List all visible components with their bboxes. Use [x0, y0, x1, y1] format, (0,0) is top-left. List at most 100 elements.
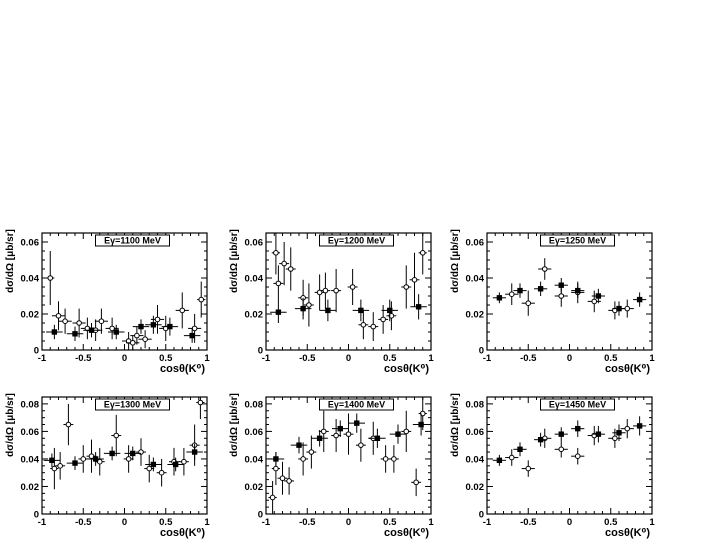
- x-axis-label: cosθ(K⁰): [384, 527, 429, 539]
- data-point-filled: [616, 430, 622, 436]
- data-point-filled: [595, 293, 602, 299]
- data-point-open: [391, 456, 397, 462]
- data-point-open: [411, 277, 418, 283]
- series-open: [268, 397, 427, 514]
- data-point-open: [47, 275, 54, 281]
- data-point-open: [158, 469, 165, 476]
- data-point-open: [525, 300, 532, 307]
- data-point-open: [333, 432, 339, 439]
- data-point-filled: [354, 420, 360, 426]
- data-point-open: [146, 465, 153, 472]
- y-tick-label: 0.04: [21, 454, 40, 465]
- data-point-open: [558, 293, 565, 299]
- series-open: [46, 251, 206, 350]
- data-point-open: [591, 298, 598, 305]
- data-point-open: [273, 465, 279, 472]
- panel-title-box: [540, 398, 615, 411]
- y-tick-label: 0.02: [466, 310, 485, 321]
- data-point-open: [345, 431, 352, 437]
- data-point-open: [413, 479, 419, 486]
- y-tick-label: 0.02: [466, 482, 485, 493]
- series-open: [50, 397, 205, 490]
- data-point-open: [129, 340, 136, 346]
- data-point-filled: [558, 431, 564, 437]
- data-point-open: [57, 463, 63, 469]
- x-axis-label: cosθ(K⁰): [605, 363, 650, 375]
- panel-title: Eγ=1400 MeV: [328, 400, 385, 410]
- data-point-filled: [517, 446, 523, 453]
- data-point-open: [269, 494, 276, 501]
- x-tick-label: -1: [262, 517, 271, 528]
- data-point-open: [380, 316, 386, 323]
- y-tick-label: 0.04: [245, 274, 264, 285]
- x-tick-label: 0.5: [159, 353, 173, 364]
- x-tick-label: 0: [122, 353, 127, 364]
- x-tick-label: 0: [346, 353, 351, 364]
- data-point-open: [198, 296, 205, 303]
- panel-title-box: [319, 398, 394, 411]
- data-point-filled: [537, 436, 544, 443]
- x-tick-label: 0: [122, 517, 127, 528]
- y-axis-label: dσ/dΩ [μb/sr]: [5, 393, 16, 457]
- data-point-open: [306, 302, 312, 308]
- x-tick-label: 1: [649, 517, 655, 528]
- y-tick-label: 0.02: [21, 482, 40, 493]
- data-point-open: [333, 287, 339, 294]
- data-point-filled: [337, 425, 343, 432]
- data-point-filled: [387, 307, 393, 314]
- x-tick-label: -0.5: [75, 353, 92, 364]
- data-point-filled: [517, 287, 523, 294]
- data-point-open: [612, 435, 618, 442]
- panel-title: Eγ=1100 MeV: [104, 236, 161, 246]
- data-point-filled: [167, 323, 173, 330]
- data-point-filled: [636, 296, 643, 303]
- data-point-open: [382, 456, 389, 462]
- data-point-open: [525, 465, 532, 472]
- data-point-open: [55, 313, 62, 319]
- data-point-open: [360, 322, 367, 328]
- panel-title: Eγ=1300 MeV: [104, 400, 161, 410]
- data-point-open: [308, 449, 315, 455]
- data-point-filled: [616, 305, 622, 312]
- x-tick-label: -1: [483, 353, 492, 364]
- data-point-filled: [496, 295, 503, 301]
- x-axis-label: cosθ(K⁰): [160, 527, 205, 539]
- data-point-filled: [49, 457, 55, 464]
- panel-title: Eγ=1200 MeV: [328, 236, 385, 246]
- y-tick-label: 0: [258, 346, 263, 357]
- x-tick-label: -0.5: [299, 353, 316, 364]
- data-point-filled: [374, 435, 381, 441]
- data-point-open: [370, 323, 377, 330]
- data-point-filled: [191, 449, 198, 455]
- data-point-open: [287, 266, 294, 272]
- x-tick-label: 1: [204, 517, 210, 528]
- y-tick-label: 0.04: [466, 454, 485, 465]
- data-point-open: [154, 316, 161, 323]
- data-point-filled: [316, 435, 323, 441]
- x-tick-label: 0: [346, 517, 351, 528]
- data-point-filled: [575, 425, 581, 432]
- series-filled: [492, 278, 647, 316]
- chart-panel-3: -1 -0.5 0 0.5 1 0 0.02 0.04 0.06 Eγ=1250 MeV cosθ(…: [450, 229, 655, 375]
- data-point-open: [320, 428, 327, 435]
- panel-title-box: [319, 234, 394, 247]
- panel-title: Eγ=1250 MeV: [549, 236, 606, 246]
- data-point-open: [574, 453, 581, 459]
- x-tick-label: -1: [262, 353, 271, 364]
- data-point-filled: [496, 457, 503, 464]
- data-point-filled: [150, 322, 157, 328]
- data-point-filled: [325, 307, 331, 314]
- data-point-open: [273, 250, 279, 256]
- x-tick-label: 0.5: [604, 353, 618, 364]
- y-tick-label: 0.02: [245, 482, 264, 493]
- y-tick-label: 0: [34, 510, 39, 521]
- data-point-filled: [109, 450, 115, 457]
- data-point-filled: [51, 329, 58, 335]
- data-point-open: [98, 318, 105, 325]
- y-tick-label: 0: [34, 346, 39, 357]
- y-tick-label: 0.06: [21, 238, 40, 249]
- data-point-filled: [189, 332, 195, 339]
- y-tick-label: 0.04: [245, 454, 264, 465]
- x-tick-label: 1: [204, 353, 210, 364]
- x-tick-label: 0: [567, 353, 572, 364]
